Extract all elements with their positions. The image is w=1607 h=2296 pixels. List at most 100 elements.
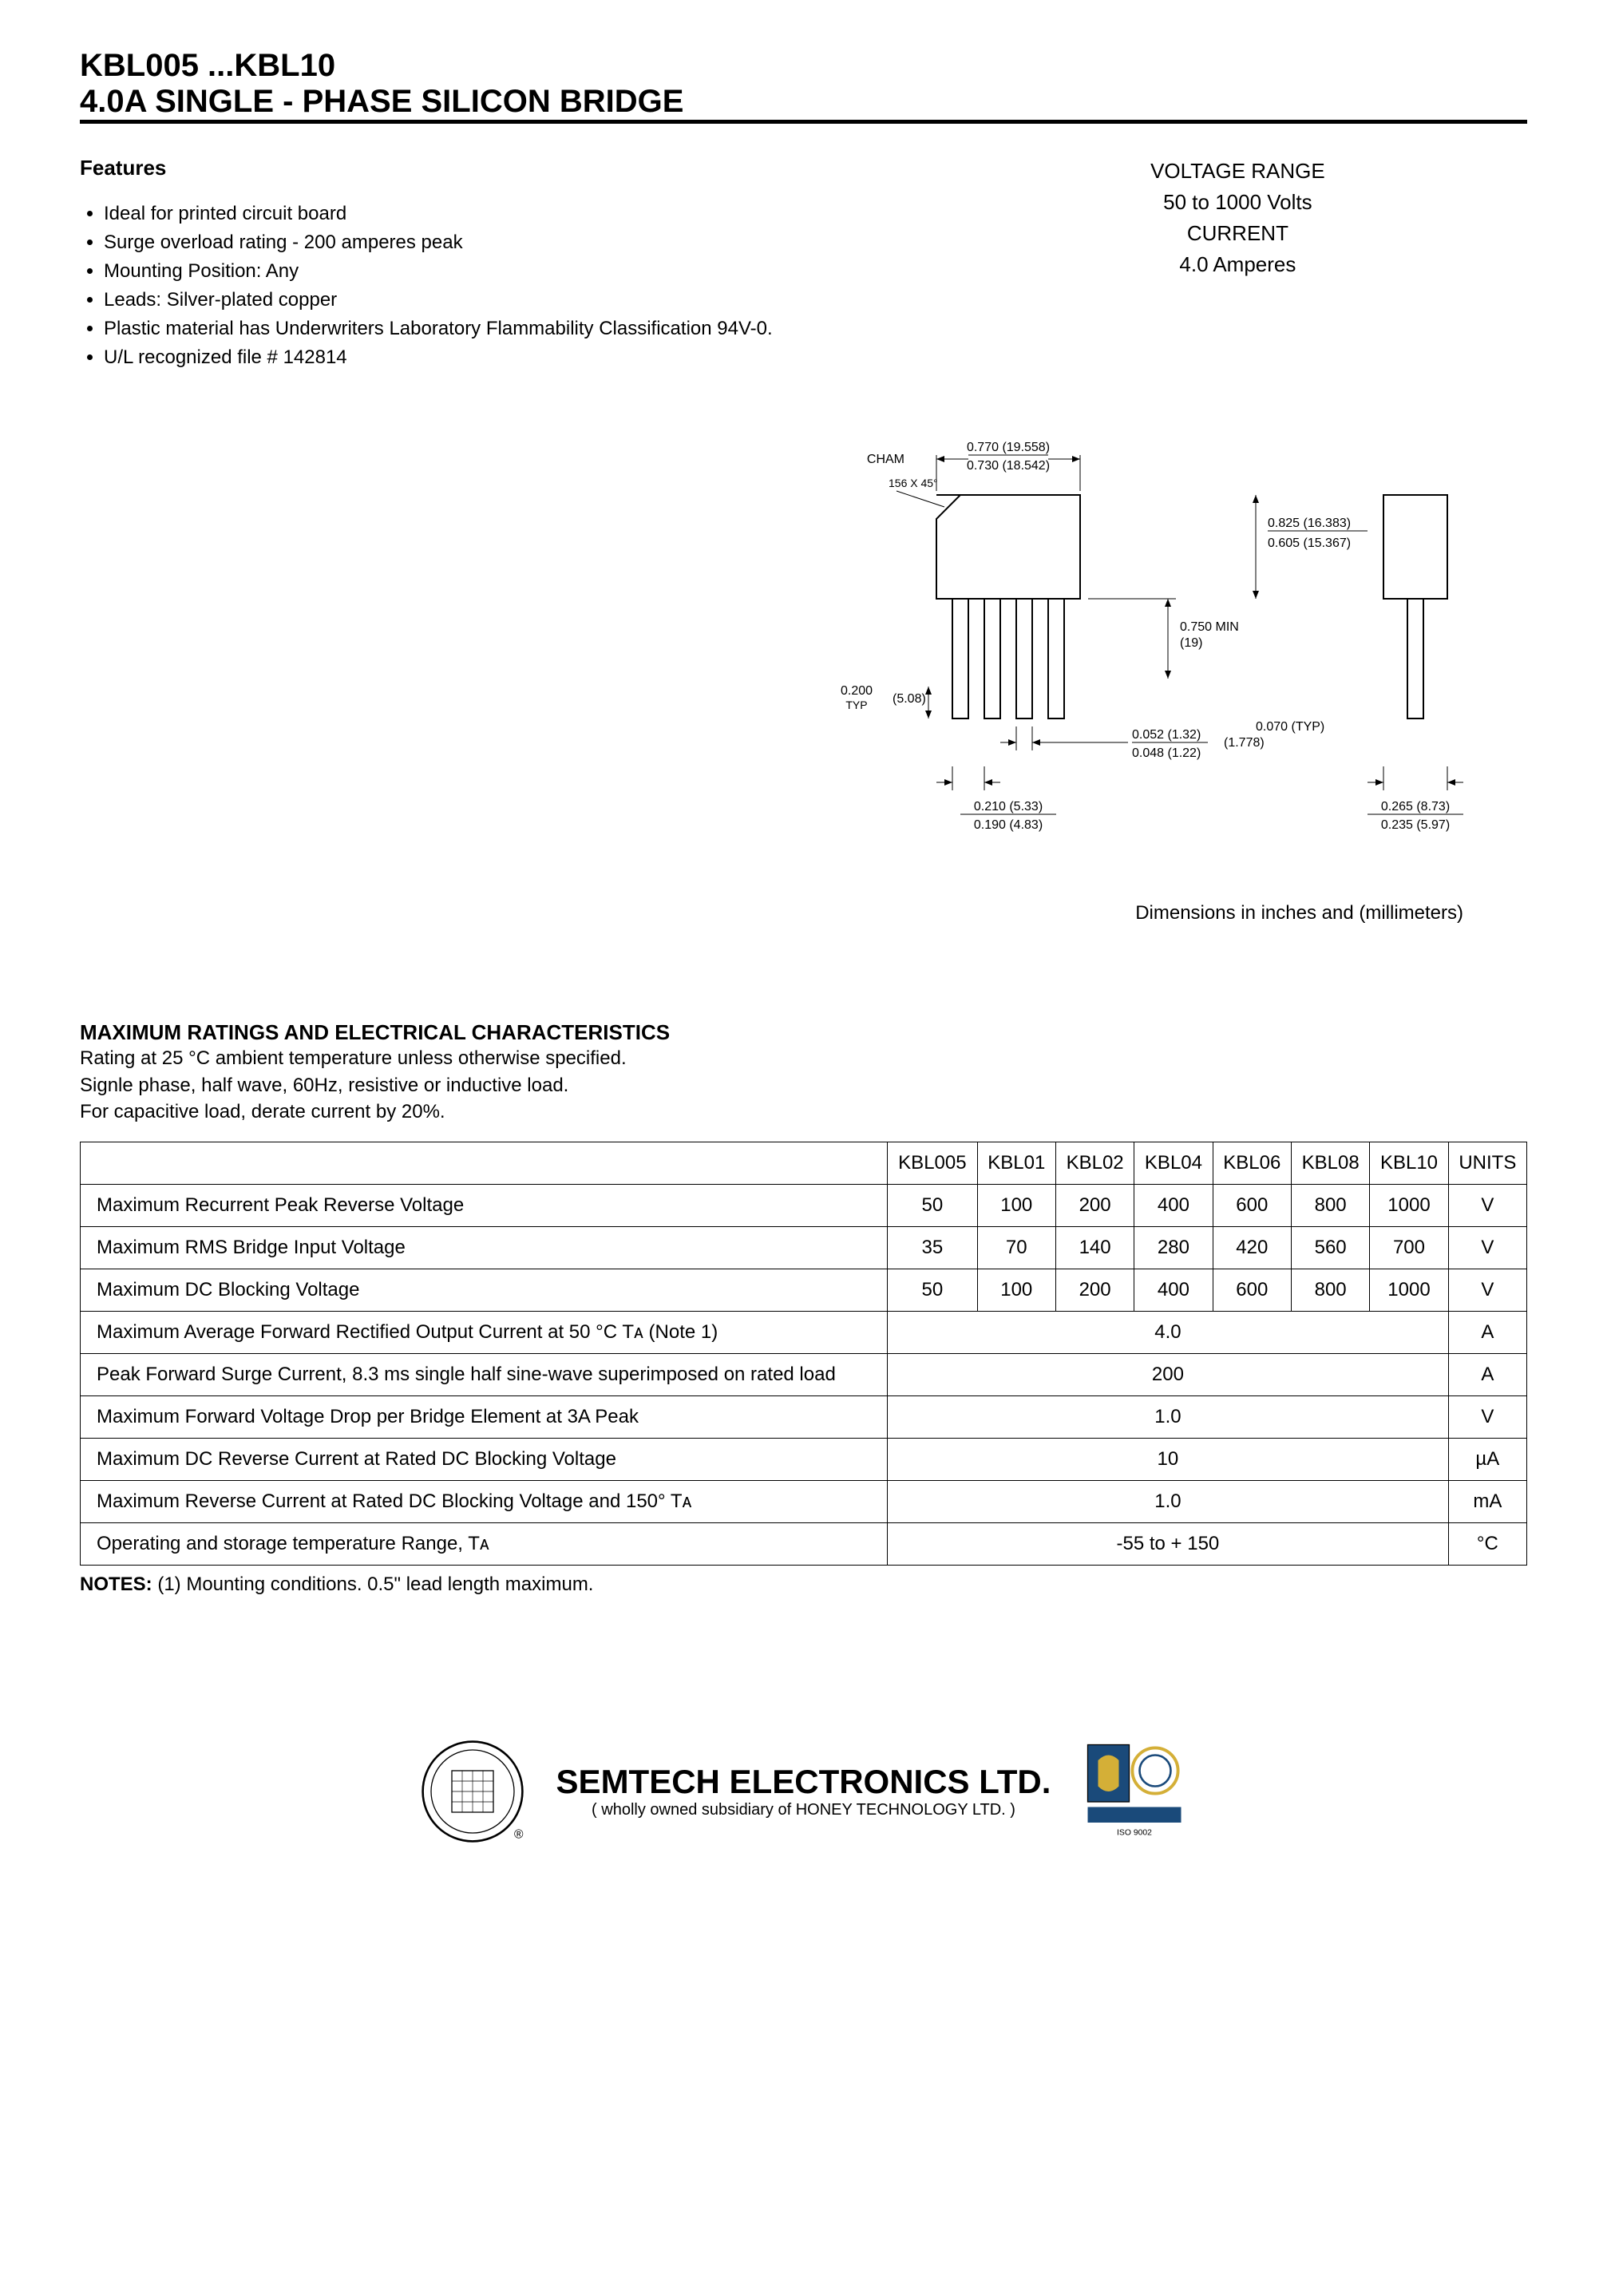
table-header: KBL04	[1134, 1142, 1213, 1184]
svg-text:®: ®	[514, 1827, 524, 1841]
svg-text:0.750 MIN: 0.750 MIN	[1180, 620, 1239, 634]
table-cell: 400	[1134, 1269, 1213, 1311]
table-cell-unit: V	[1448, 1269, 1526, 1311]
table-header: KBL10	[1370, 1142, 1448, 1184]
svg-text:0.200: 0.200	[841, 684, 873, 698]
svg-text:0.052 (1.32): 0.052 (1.32)	[1132, 728, 1201, 742]
table-cell-span: 1.0	[888, 1395, 1449, 1438]
table-cell: 200	[1055, 1184, 1134, 1226]
table-cell-unit: V	[1448, 1226, 1526, 1269]
ratings-sub-line: For capacitive load, derate current by 2…	[80, 1099, 1527, 1126]
table-row-label: Operating and storage temperature Range,…	[81, 1522, 888, 1565]
table-header: KBL01	[977, 1142, 1055, 1184]
feature-item: Mounting Position: Any	[104, 257, 876, 286]
feature-item: Surge overload rating - 200 amperes peak	[104, 228, 876, 257]
table-cell: 1000	[1370, 1269, 1448, 1311]
table-cell-unit: °C	[1448, 1522, 1526, 1565]
table-cell-span: 4.0	[888, 1311, 1449, 1353]
table-row: Maximum Recurrent Peak Reverse Voltage50…	[81, 1184, 1527, 1226]
dimensions-caption: Dimensions in inches and (millimeters)	[80, 902, 1463, 924]
page-title-block: KBL005 ...KBL10 4.0A SINGLE - PHASE SILI…	[80, 48, 1527, 124]
current-label: CURRENT	[948, 218, 1527, 249]
table-cell: 560	[1291, 1226, 1369, 1269]
table-cell: 800	[1291, 1184, 1369, 1226]
feature-item: Leads: Silver-plated copper	[104, 286, 876, 315]
table-row-label: Maximum DC Blocking Voltage	[81, 1269, 888, 1311]
footer-company-name: SEMTECH ELECTRONICS LTD.	[556, 1763, 1051, 1801]
svg-text:0.210 (5.33): 0.210 (5.33)	[974, 800, 1043, 813]
svg-text:0.265 (8.73): 0.265 (8.73)	[1381, 800, 1450, 813]
table-row: Maximum Forward Voltage Drop per Bridge …	[81, 1395, 1527, 1438]
svg-text:0.235 (5.97): 0.235 (5.97)	[1381, 818, 1450, 832]
voltage-range-block: VOLTAGE RANGE 50 to 1000 Volts CURRENT 4…	[948, 156, 1527, 391]
svg-text:ISO 9002: ISO 9002	[1117, 1828, 1152, 1837]
svg-text:0.048 (1.22): 0.048 (1.22)	[1132, 746, 1201, 760]
table-row: Maximum Reverse Current at Rated DC Bloc…	[81, 1480, 1527, 1522]
package-diagram: 0.770 (19.558) 0.730 (18.542) CHAM 156 X…	[80, 415, 1527, 894]
table-cell-span: -55 to + 150	[888, 1522, 1449, 1565]
svg-text:(19): (19)	[1180, 636, 1202, 650]
table-row-label: Maximum Average Forward Rectified Output…	[81, 1311, 888, 1353]
notes: NOTES: (1) Mounting conditions. 0.5" lea…	[80, 1574, 1527, 1596]
table-cell: 100	[977, 1184, 1055, 1226]
table-cell-unit: mA	[1448, 1480, 1526, 1522]
table-cell: 1000	[1370, 1184, 1448, 1226]
notes-text: (1) Mounting conditions. 0.5" lead lengt…	[157, 1574, 593, 1595]
svg-text:0.070 (TYP): 0.070 (TYP)	[1256, 720, 1324, 734]
table-row: Operating and storage temperature Range,…	[81, 1522, 1527, 1565]
title-line2: 4.0A SINGLE - PHASE SILICON BRIDGE	[80, 84, 1527, 120]
table-row-label: Maximum DC Reverse Current at Rated DC B…	[81, 1438, 888, 1480]
top-section: Features Ideal for printed circuit board…	[80, 156, 1527, 391]
features-heading: Features	[80, 156, 876, 180]
table-cell: 800	[1291, 1269, 1369, 1311]
feature-item: U/L recognized file # 142814	[104, 343, 876, 372]
svg-text:TYP: TYP	[845, 699, 867, 711]
table-cell: 70	[977, 1226, 1055, 1269]
voltage-range-value: 50 to 1000 Volts	[948, 187, 1527, 218]
table-row-label: Maximum Recurrent Peak Reverse Voltage	[81, 1184, 888, 1226]
svg-text:0.825 (16.383): 0.825 (16.383)	[1268, 517, 1351, 530]
features-list: Ideal for printed circuit board Surge ov…	[80, 200, 876, 372]
feature-item: Ideal for printed circuit board	[104, 200, 876, 228]
table-cell-unit: A	[1448, 1353, 1526, 1395]
table-row: Maximum DC Blocking Voltage5010020040060…	[81, 1269, 1527, 1311]
ratings-heading: MAXIMUM RATINGS AND ELECTRICAL CHARACTER…	[80, 1020, 1527, 1045]
table-row: Peak Forward Surge Current, 8.3 ms singl…	[81, 1353, 1527, 1395]
table-header-row: KBL005 KBL01 KBL02 KBL04 KBL06 KBL08 KBL…	[81, 1142, 1527, 1184]
table-row: Maximum Average Forward Rectified Output…	[81, 1311, 1527, 1353]
ratings-table: KBL005 KBL01 KBL02 KBL04 KBL06 KBL08 KBL…	[80, 1142, 1527, 1566]
table-row: Maximum DC Reverse Current at Rated DC B…	[81, 1438, 1527, 1480]
ratings-sub-line: Rating at 25 °C ambient temperature unle…	[80, 1045, 1527, 1072]
table-cell-span: 10	[888, 1438, 1449, 1480]
title-underline: 4.0A SINGLE - PHASE SILICON BRIDGE	[80, 84, 1527, 124]
table-cell: 35	[888, 1226, 977, 1269]
table-cell-unit: µA	[1448, 1438, 1526, 1480]
table-header: KBL005	[888, 1142, 977, 1184]
certification-badge-icon: ISO 9002	[1083, 1740, 1186, 1843]
table-row-label: Peak Forward Surge Current, 8.3 ms singl…	[81, 1353, 888, 1395]
svg-text:0.605 (15.367): 0.605 (15.367)	[1268, 536, 1351, 550]
svg-text:0.190 (4.83): 0.190 (4.83)	[974, 818, 1043, 832]
table-header-empty	[81, 1142, 888, 1184]
package-diagram-svg: 0.770 (19.558) 0.730 (18.542) CHAM 156 X…	[809, 415, 1527, 894]
voltage-range-label: VOLTAGE RANGE	[948, 156, 1527, 187]
footer-text: SEMTECH ELECTRONICS LTD. ( wholly owned …	[556, 1763, 1051, 1819]
ratings-sub-line: Signle phase, half wave, 60Hz, resistive…	[80, 1072, 1527, 1099]
table-cell: 50	[888, 1269, 977, 1311]
table-cell-unit: A	[1448, 1311, 1526, 1353]
table-cell-span: 1.0	[888, 1480, 1449, 1522]
title-line1: KBL005 ...KBL10	[80, 48, 1527, 84]
table-cell: 600	[1213, 1269, 1291, 1311]
table-cell: 280	[1134, 1226, 1213, 1269]
table-cell-span: 200	[888, 1353, 1449, 1395]
table-header: KBL02	[1055, 1142, 1134, 1184]
table-header: UNITS	[1448, 1142, 1526, 1184]
current-value: 4.0 Amperes	[948, 249, 1527, 280]
table-row-label: Maximum Forward Voltage Drop per Bridge …	[81, 1395, 888, 1438]
svg-text:CHAM: CHAM	[867, 453, 904, 466]
footer-subsidiary: ( wholly owned subsidiary of HONEY TECHN…	[556, 1801, 1051, 1819]
table-row-label: Maximum RMS Bridge Input Voltage	[81, 1226, 888, 1269]
company-logo-icon: ®	[421, 1740, 524, 1843]
table-cell: 400	[1134, 1184, 1213, 1226]
svg-text:(5.08): (5.08)	[893, 692, 926, 706]
